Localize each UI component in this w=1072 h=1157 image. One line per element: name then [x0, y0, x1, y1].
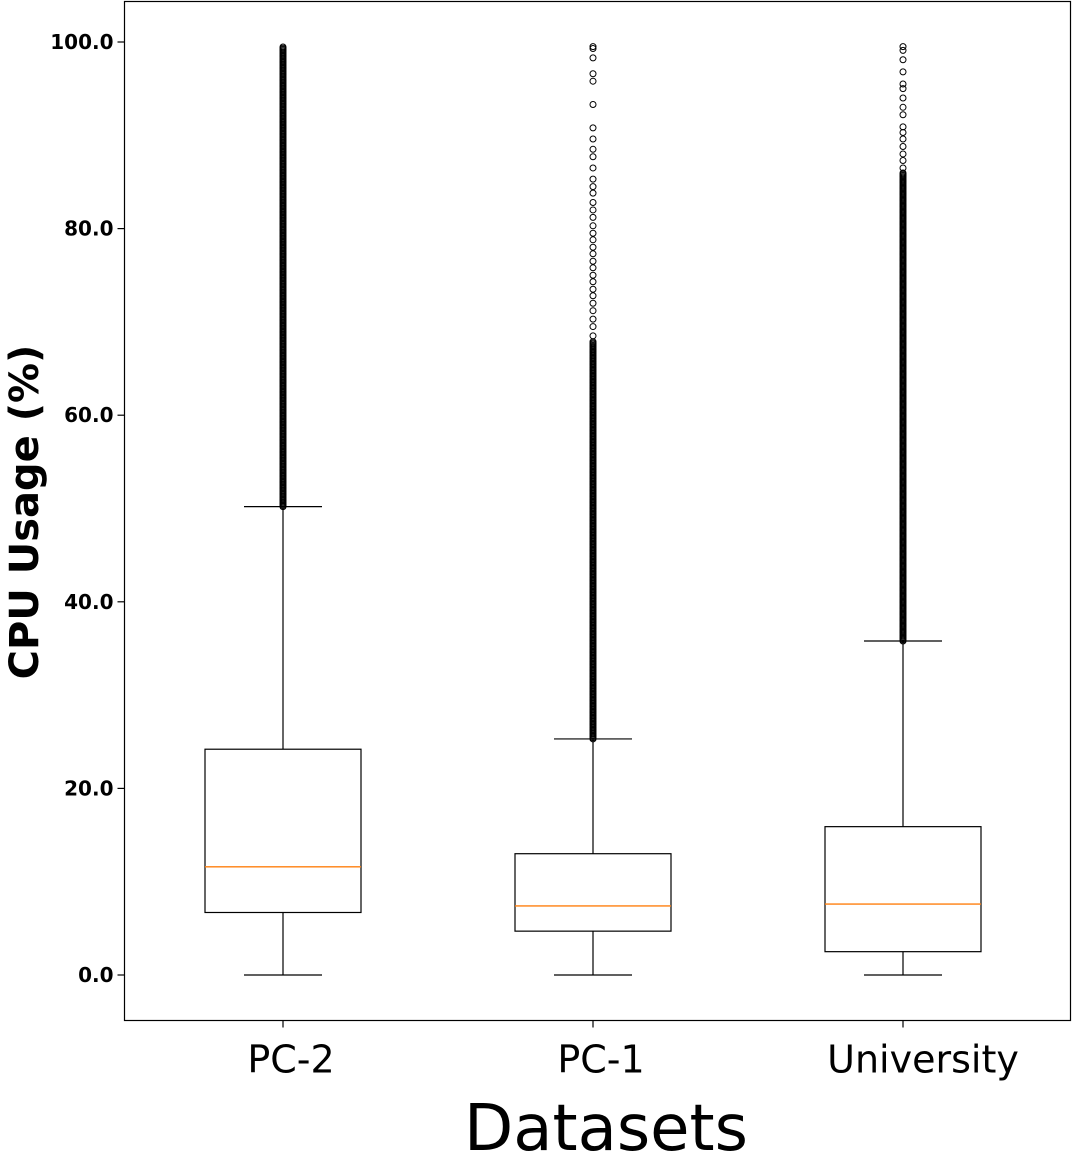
outlier-point [589, 70, 597, 78]
outlier-point [589, 307, 597, 315]
outlier-point [589, 299, 597, 307]
box-iqr [204, 748, 362, 914]
x-axis-ticks: PC-2 PC-1 University [247, 1020, 1019, 1082]
outlier-point [589, 236, 597, 244]
outlier-point [589, 124, 597, 132]
x-axis-label: Datasets [464, 1092, 748, 1152]
y-tick-label: 0.0 [78, 963, 113, 987]
y-axis-ticks: 0.0 20.0 40.0 60.0 80.0 100.0 [50, 30, 125, 987]
outlier-point [589, 250, 597, 258]
box-group-pc-2 [204, 43, 362, 976]
outlier-point [589, 54, 597, 62]
outlier-point [899, 150, 907, 158]
outlier-point [589, 101, 597, 109]
outlier-point [899, 43, 907, 51]
x-tick-label: University [827, 1038, 1019, 1082]
outlier-point [279, 43, 287, 51]
outlier-point [589, 271, 597, 279]
box-iqr [824, 826, 982, 953]
outlier-point [899, 135, 907, 143]
outlier-point [589, 323, 597, 331]
outlier-point [589, 145, 597, 153]
y-tick-label: 40.0 [64, 590, 113, 614]
outlier-point [589, 229, 597, 237]
outlier-point [899, 123, 907, 131]
outlier-point [589, 164, 597, 172]
y-tick-label: 100.0 [50, 30, 113, 54]
outlier-point [589, 213, 597, 221]
outlier-point [899, 46, 907, 54]
outlier-point [589, 292, 597, 300]
outlier-point [899, 164, 907, 172]
outlier-point [589, 315, 597, 323]
outlier-point [899, 56, 907, 64]
outlier-point [589, 206, 597, 214]
outlier-point [589, 153, 597, 161]
outlier-point [899, 111, 907, 119]
outlier-point [589, 77, 597, 85]
outlier-point [589, 45, 597, 53]
outlier-point [589, 175, 597, 183]
box-group-pc-1 [514, 43, 672, 976]
outlier-point [589, 135, 597, 143]
y-tick-label: 20.0 [64, 776, 113, 800]
outlier-point [589, 285, 597, 293]
x-tick-label: PC-2 [247, 1038, 334, 1082]
outlier-point [899, 94, 907, 102]
outlier-point [589, 278, 597, 286]
outlier-point [589, 198, 597, 206]
outlier-point [899, 169, 907, 177]
outlier-point [899, 143, 907, 150]
y-tick-label: 80.0 [64, 217, 113, 241]
outlier-point [589, 332, 597, 340]
plot-area [204, 43, 982, 976]
outlier-point [899, 103, 907, 111]
outlier-point [899, 80, 907, 88]
outlier-point [899, 156, 907, 164]
outlier-point [589, 257, 597, 265]
outlier-point [589, 264, 597, 272]
box-group-university [824, 43, 982, 976]
outlier-point [589, 43, 597, 51]
y-axis-label: CPU Usage (%) [2, 345, 48, 680]
outlier-point [899, 85, 907, 93]
box-iqr [514, 853, 672, 932]
axes-frame [123, 0, 1072, 1022]
y-tick-label: 60.0 [64, 403, 113, 427]
outlier-point [589, 243, 597, 251]
outlier-point [589, 189, 597, 197]
outlier-point [589, 183, 597, 191]
x-tick-label: PC-1 [557, 1038, 644, 1082]
outlier-point [589, 222, 597, 230]
outlier-point [899, 68, 907, 76]
